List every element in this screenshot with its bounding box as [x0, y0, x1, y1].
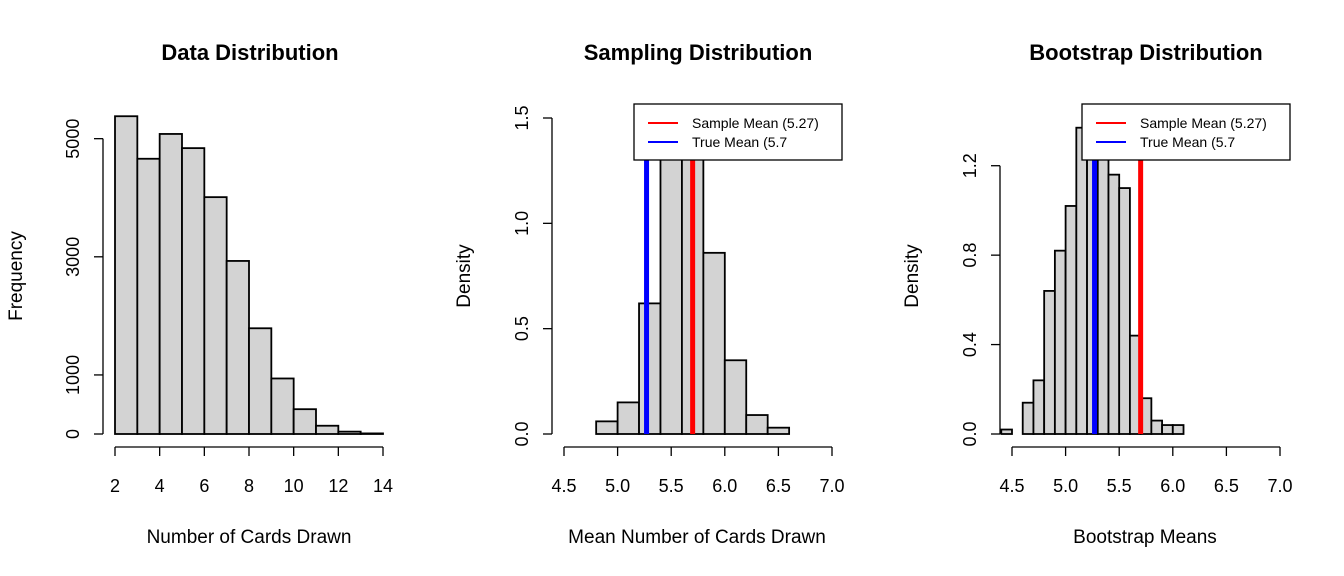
y-tick-label: 0.8 [960, 243, 980, 268]
histogram-bar [337, 430, 362, 435]
y-tick-label: 0.0 [512, 421, 532, 446]
histogram-bar [248, 327, 273, 435]
x-axis-label: Number of Cards Drawn [147, 527, 352, 548]
legend-label: True Mean (5.7 [1140, 134, 1235, 150]
x-tick-label: 4.5 [999, 476, 1024, 496]
x-tick-label: 12 [328, 476, 348, 496]
chart-panel-3: Bootstrap Distribution 4.5 5.0 5.5 6.0 6.5 7.0… [902, 40, 1293, 548]
histogram-bar [270, 377, 295, 435]
x-tick-label: 10 [284, 476, 304, 496]
histogram-bar [1032, 379, 1046, 435]
y-tick-label: 0.0 [960, 421, 980, 446]
legend-label: True Mean (5.7 [692, 134, 787, 150]
chart-panel-2: Sampling Distribution 4.5 5.0 5.5 6.0 6.5 7.0 M… [454, 40, 845, 548]
legend: Sample Mean (5.27) True Mean (5.7 [1081, 103, 1291, 161]
x-tick-label: 6.0 [712, 476, 737, 496]
chart-panel-1: Data Distribution 2 4 6 8 10 12 14 Number of Car… [6, 40, 393, 548]
histogram-bar [225, 260, 250, 435]
histogram-bar [1021, 401, 1035, 435]
histogram-bar [1096, 142, 1110, 435]
x-tick-label: 6.0 [1160, 476, 1185, 496]
histogram-bar [1150, 419, 1163, 435]
y-axis-label: Density [454, 244, 475, 308]
y-tick-label: 1.2 [960, 153, 980, 178]
histogram-bar [723, 359, 748, 435]
histogram-bar [1053, 249, 1067, 435]
chart-title: Data Distribution [161, 40, 338, 65]
x-tick-label: 5.0 [605, 476, 630, 496]
histogram-bar [158, 133, 183, 435]
x-tick-label: 2 [110, 476, 120, 496]
y-tick-label: 0 [63, 429, 83, 439]
histogram-bar [1171, 424, 1185, 435]
histogram-bar [702, 251, 726, 435]
histogram-bar [1107, 173, 1121, 435]
x-tick-label: 5.5 [659, 476, 684, 496]
histogram-bar [315, 424, 340, 435]
histogram-bar [595, 420, 619, 435]
histogram-bar [181, 147, 206, 435]
y-tick-label: 3000 [63, 237, 83, 277]
x-axis-label: Bootstrap Means [1073, 527, 1217, 548]
x-tick-label: 5.0 [1053, 476, 1078, 496]
y-tick-label: 0.5 [512, 316, 532, 341]
histogram-bar [292, 408, 317, 435]
plot-area [114, 115, 384, 435]
chart-title: Bootstrap Distribution [1029, 40, 1262, 65]
x-tick-label: 4 [155, 476, 165, 496]
y-tick-label: 1.0 [512, 211, 532, 236]
histogram-bar [638, 302, 662, 435]
x-tick-label: 6.5 [766, 476, 791, 496]
x-tick-label: 14 [373, 476, 393, 496]
histogram-bar [745, 414, 769, 435]
chart-title: Sampling Distribution [584, 40, 813, 65]
histogram-bar [616, 401, 640, 435]
y-tick-label: 1.5 [512, 105, 532, 130]
legend-label: Sample Mean (5.27) [1140, 115, 1267, 131]
y-tick-label: 1000 [63, 355, 83, 395]
legend: Sample Mean (5.27) True Mean (5.7 [633, 103, 843, 161]
y-tick-label: 5000 [63, 119, 83, 159]
histogram-bar [114, 115, 139, 435]
legend-box [633, 103, 843, 161]
histogram-bar [1064, 205, 1078, 435]
histogram-bar [1075, 126, 1088, 435]
x-axis-label: Mean Number of Cards Drawn [568, 527, 826, 548]
x-tick-label: 7.0 [1267, 476, 1292, 496]
histogram-bar [203, 196, 228, 435]
y-axis-label: Frequency [6, 231, 27, 321]
y-axis-label: Density [902, 244, 923, 308]
histogram-bar [1000, 428, 1013, 435]
plot-area [1000, 108, 1185, 435]
histogram-bar [359, 432, 384, 435]
x-tick-label: 6 [199, 476, 209, 496]
histogram-bar [766, 426, 791, 435]
x-tick-label: 7.0 [819, 476, 844, 496]
histogram-bar [1161, 424, 1174, 435]
legend-label: Sample Mean (5.27) [692, 115, 819, 131]
plot-area [595, 105, 791, 435]
x-tick-label: 5.5 [1107, 476, 1132, 496]
histogram-bar [136, 157, 161, 435]
x-tick-label: 4.5 [551, 476, 576, 496]
x-tick-label: 6.5 [1214, 476, 1239, 496]
x-tick-label: 8 [244, 476, 254, 496]
y-tick-label: 0.4 [960, 332, 980, 357]
histogram-bar [1118, 187, 1131, 435]
legend-box [1081, 103, 1291, 161]
histogram-bar [1043, 290, 1056, 435]
